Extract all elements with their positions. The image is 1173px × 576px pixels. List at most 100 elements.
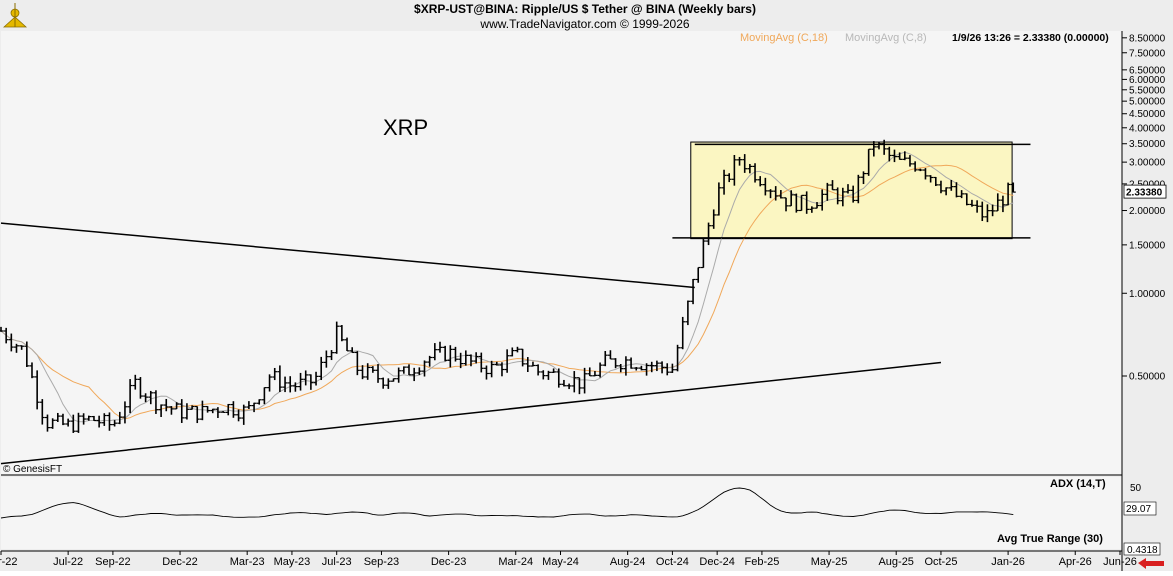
price-bar [375,364,381,383]
price-bar [773,186,779,201]
price-bar [70,414,76,433]
price-bar [576,377,582,395]
price-bar [329,350,335,361]
y-tick-label: 0.50000 [1129,372,1166,383]
price-bar [669,363,675,373]
price-bar [179,399,185,423]
price-bar [504,349,510,373]
price-bar [897,152,903,160]
price-bar [334,321,340,354]
adx-value-tag: 29.07 [1126,504,1151,515]
price-bar [706,222,712,246]
price-bar [19,345,25,350]
price-bar [81,413,87,425]
y-tick-label: 5.50000 [1129,85,1166,96]
x-tick-label: Jun-26 [1103,556,1137,568]
price-bar [483,365,489,380]
price-bar [391,378,397,382]
price-bar [50,418,56,429]
price-bar [716,182,722,216]
price-bar [458,352,464,369]
adx-label: ADX (14,T) [1050,478,1106,490]
price-bar [143,393,149,403]
price-bar [499,362,505,377]
price-bar [928,175,934,183]
price-bar [700,238,706,269]
price-bar [184,403,190,420]
price-bar [587,367,593,377]
price-bar [75,412,81,433]
price-bar [55,412,61,422]
price-bar [592,371,598,377]
price-bar [411,367,417,382]
price-bar [354,351,360,376]
price-bar [814,202,820,209]
x-tick-label: Mar-23 [230,556,265,568]
price-bar [421,360,427,377]
price-bar [215,407,221,418]
y-tick-label: 6.00000 [1129,75,1166,86]
price-bar [344,337,350,352]
price-bar [29,362,35,379]
price-bar [819,189,825,211]
price-bar [148,390,154,405]
price-bar [292,382,298,392]
price-bar [205,405,211,413]
price-bar [360,365,366,380]
y-tick-label: 1.50000 [1129,240,1166,251]
price-bar [432,343,438,361]
y-tick-label: 3.00000 [1129,158,1166,169]
y-tick-label: 2.00000 [1129,206,1166,217]
price-bar [613,358,619,369]
last-price-tag: 2.33380 [1123,184,1167,199]
price-bar [339,325,345,342]
x-tick-label: Aug-25 [878,556,913,568]
scroll-left-arrow-icon[interactable] [1138,558,1164,569]
adx-line [0,487,1014,519]
y-tick-label: 4.50000 [1129,109,1166,120]
y-tick-label: 6.50000 [1129,65,1166,76]
price-bar [365,363,371,380]
price-bar [8,333,14,352]
price-bar [189,405,195,410]
x-tick-label: Aug-24 [610,556,645,568]
price-bar [241,404,247,425]
price-bar [210,408,216,414]
price-bar [618,364,624,373]
price-bar [912,161,918,172]
price-bar [964,193,970,206]
price-bar [830,180,836,191]
y-tick-label: 1.00000 [1129,289,1166,300]
price-bar [478,352,484,373]
price-bar [757,176,763,187]
price-bar [711,209,717,229]
price-bar [933,176,939,187]
price-bar [571,371,577,393]
price-bar [163,398,169,412]
price-bar [545,370,551,380]
price-bar [473,352,479,364]
price-bar [153,390,159,414]
price-bar [168,406,174,415]
ma18-legend: MovingAvg (C,18) [740,32,828,44]
price-bar [530,361,536,367]
chart-title: $XRP-UST@BINA: Ripple/US $ Tether @ BINA… [414,2,756,16]
price-bar [494,361,500,366]
price-bar [602,351,608,367]
price-bar [768,189,774,199]
price-bar [60,413,66,426]
y-tick-label: 4.00000 [1129,123,1166,134]
price-bar [959,190,965,199]
price-bar [979,201,985,222]
price-bar [246,401,252,409]
price-bar [850,185,856,203]
price-bar [520,348,526,367]
price-bar [101,413,107,426]
price-bar [649,361,655,373]
price-bar [158,404,164,418]
price-bar [566,383,572,390]
price-bar [783,197,789,212]
price-bar [891,149,897,163]
price-bar [0,326,4,332]
